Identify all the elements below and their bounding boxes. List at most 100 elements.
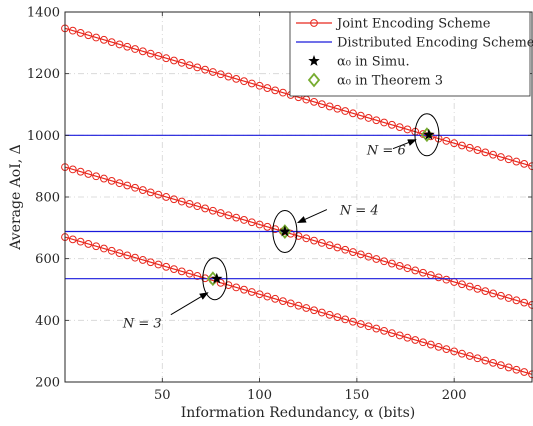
joint-marker <box>349 317 357 326</box>
annotation-arrow <box>392 139 417 150</box>
joint-marker <box>325 241 334 250</box>
joint-marker <box>380 257 389 266</box>
joint-marker <box>310 306 318 315</box>
joint-marker <box>317 308 326 317</box>
joint-marker <box>216 209 225 217</box>
joint-marker <box>224 281 233 290</box>
joint-marker <box>395 261 404 270</box>
y-tick-label: 800 <box>35 191 60 206</box>
joint-marker <box>255 290 264 299</box>
joint-marker <box>255 81 264 90</box>
joint-marker <box>419 268 427 277</box>
legend-swatch-diamond <box>307 72 321 88</box>
joint-marker <box>263 292 272 301</box>
joint-marker <box>170 265 178 273</box>
alpha0-theorem-marker <box>278 224 292 239</box>
y-tick-label: 1400 <box>27 6 60 21</box>
joint-marker <box>131 45 139 53</box>
legend-swatch-star <box>308 55 320 66</box>
joint-marker <box>434 342 443 351</box>
joint-marker <box>356 250 365 259</box>
joint-marker <box>372 255 381 263</box>
joint-marker <box>232 283 241 292</box>
alpha0-simu-marker <box>423 128 435 140</box>
joint-marker <box>177 197 186 206</box>
joint-marker <box>372 116 381 125</box>
joint-marker <box>496 153 505 161</box>
joint-marker <box>310 97 318 106</box>
joint-marker <box>481 148 490 157</box>
x-tick-label: 200 <box>442 388 467 403</box>
joint-marker <box>162 262 171 271</box>
joint-marker <box>84 31 93 40</box>
joint-marker <box>419 338 427 347</box>
joint-marker <box>465 352 474 360</box>
joint-marker <box>333 243 342 252</box>
annotation-label: N = 6 <box>366 144 406 159</box>
joint-marker <box>489 289 497 298</box>
joint-marker <box>520 298 529 307</box>
joint-marker <box>317 100 326 109</box>
joint-marker <box>123 42 132 51</box>
joint-marker <box>372 324 381 333</box>
joint-marker <box>426 340 435 349</box>
joint-line <box>64 27 533 167</box>
joint-marker <box>100 35 108 44</box>
joint-marker <box>403 264 412 273</box>
joint-marker <box>380 118 389 127</box>
joint-marker <box>154 52 163 60</box>
joint-marker <box>232 74 241 83</box>
joint-marker <box>489 358 497 367</box>
joint-marker <box>131 183 139 192</box>
joint-marker <box>193 272 202 280</box>
joint-marker <box>146 188 155 197</box>
joint-marker <box>154 260 163 269</box>
x-axis-title: Information Redundancy, α (bits) <box>181 405 416 421</box>
joint-marker <box>100 174 108 183</box>
joint-marker <box>170 56 178 65</box>
annotation-label: N = 4 <box>339 204 379 219</box>
joint-marker <box>364 114 373 122</box>
joint-marker <box>76 29 85 37</box>
joint-marker <box>473 146 482 154</box>
joint-marker <box>434 273 443 282</box>
annotations: N = 6 N = 4 N = 3 <box>122 113 440 332</box>
joint-marker <box>92 172 101 181</box>
joint-marker <box>123 181 132 190</box>
joint-marker <box>115 40 124 49</box>
joint-marker <box>333 313 342 322</box>
legend-label: Joint Encoding Scheme <box>335 17 491 32</box>
joint-marker <box>504 363 513 372</box>
joint-marker <box>271 225 280 234</box>
joint-marker <box>208 206 217 215</box>
joint-marker <box>68 26 77 35</box>
joint-marker <box>115 249 124 257</box>
joint-line <box>64 166 533 306</box>
joint-marker <box>224 211 233 220</box>
joint-marker <box>302 234 311 243</box>
legend-label: α₀ in Theorem 3 <box>337 74 443 89</box>
joint-marker <box>473 354 482 363</box>
annotation-arrow <box>296 209 328 223</box>
joint-marker <box>201 204 210 213</box>
joint-marker <box>84 240 93 248</box>
joint-marker <box>263 222 272 231</box>
y-tick-label: 400 <box>35 314 60 329</box>
joint-marker <box>247 288 256 296</box>
joint-marker <box>388 120 396 129</box>
joint-marker <box>193 63 202 72</box>
joint-marker <box>364 322 373 331</box>
joint-marker <box>185 61 194 69</box>
joint-marker <box>138 47 147 56</box>
joint-marker <box>349 248 357 256</box>
joint-marker <box>465 143 474 152</box>
x-tick-label: 150 <box>344 388 369 403</box>
joint-marker <box>216 278 225 287</box>
joint-marker <box>294 301 303 310</box>
joint-marker <box>286 299 295 308</box>
joint-marker <box>411 336 420 344</box>
joint-marker <box>442 275 451 284</box>
joint-marker <box>162 54 171 63</box>
annotation-arrow <box>170 292 209 316</box>
joint-line <box>64 236 533 375</box>
